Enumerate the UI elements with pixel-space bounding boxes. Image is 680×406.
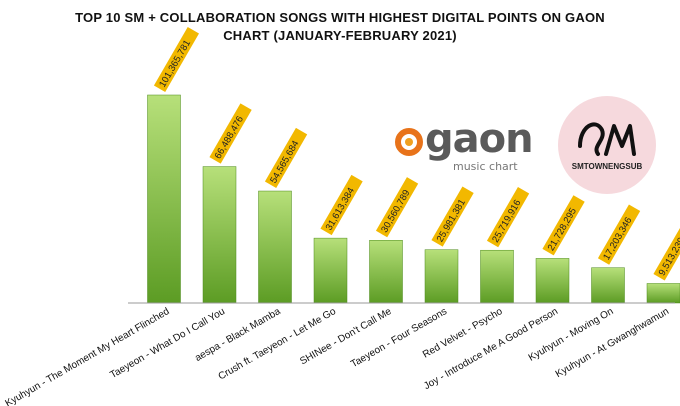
data-label-box [375,177,419,238]
bar [313,237,348,304]
data-label: 30,560,789 [375,177,419,238]
smtown-logo-text: SMTOWNENGSUB [571,162,643,171]
gaon-logo-word: gaon [425,116,534,162]
category-label: SHINee - Don't Call Me [298,306,394,368]
bar [424,249,459,304]
gaon-logo: gaon music chart [395,116,534,177]
data-label: 66,488,476 [209,103,252,164]
data-label: 21,728,295 [542,195,585,256]
data-label: 25,719,916 [486,187,530,248]
category-labels-layer: Kyuhyun - The Moment My Heart FlinchedTa… [3,306,671,406]
data-label-text: 21,728,295 [546,206,579,253]
bar [535,258,570,304]
sm-logo-mark [578,122,636,156]
data-label-text: 54,565,684 [268,139,301,186]
bar [258,190,292,304]
data-label-text: 17,203,346 [601,215,634,262]
category-label: Taeyeon - Four Seasons [349,306,449,370]
bars-layer [147,94,680,304]
data-label-box [486,187,530,248]
data-label-text: 31,613,384 [324,186,357,233]
data-label-box [597,204,641,265]
chart-title-line-1: TOP 10 SM + COLLABORATION SONGS WITH HIG… [75,10,605,25]
data-label-text: 25,719,916 [490,198,523,245]
data-label-box [209,103,252,164]
data-label-box [264,127,308,189]
data-label-box [320,174,363,236]
data-label: 25,981,381 [431,186,474,247]
data-label-text: 30,560,789 [379,188,412,235]
bar [646,283,680,304]
gaon-logo-subtitle: music chart [453,160,518,173]
data-label-text: 101,365,781 [157,38,193,89]
bar [480,249,514,304]
chart-title: TOP 10 SM + COLLABORATION SONGS WITH HIG… [60,9,620,45]
smtown-logo: SMTOWNENGSUB [558,96,656,194]
data-label-text: 66,488,476 [213,114,246,161]
data-label: 17,203,346 [597,204,641,265]
data-label-text: 9,513,239 [657,236,680,278]
data-label-box [153,26,199,92]
data-label-box [431,186,474,247]
data-label: 31,613,384 [320,174,363,236]
data-label: 54,565,684 [264,127,308,189]
data-label: 101,365,781 [153,26,199,92]
bar [369,240,403,304]
data-label-box [653,225,680,281]
data-label-box [542,195,585,256]
gaon-logo-mark [395,128,423,156]
data-label-text: 25,981,381 [435,197,468,244]
bar [147,94,181,304]
bar [202,166,237,304]
data-label: 9,513,239 [653,225,680,281]
chart-title-line-2: CHART (JANUARY-FEBRUARY 2021) [223,28,457,43]
bar [591,267,625,304]
